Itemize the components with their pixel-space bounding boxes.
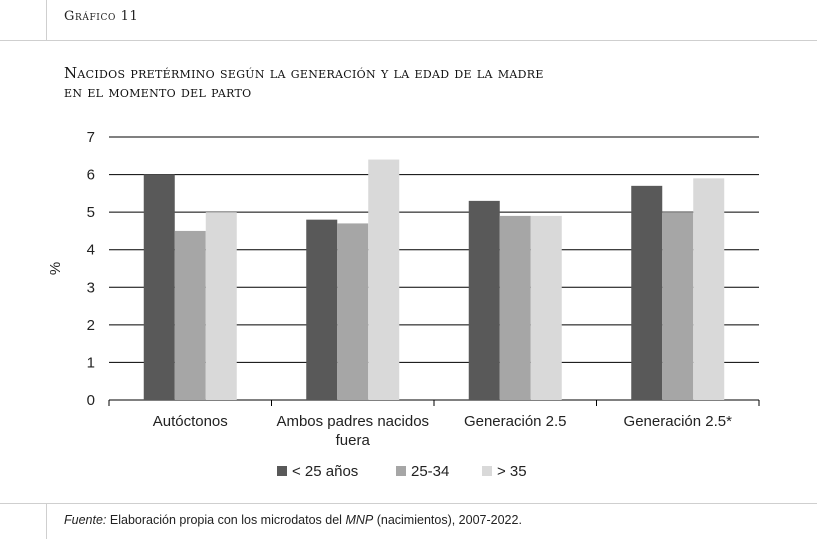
chart-title-line-2: en el momento del parto (64, 83, 252, 101)
y-axis-label: % (47, 262, 64, 275)
bar (306, 219, 338, 400)
bar (468, 200, 500, 400)
bar (368, 159, 400, 400)
y-tick-label: 0 (87, 392, 95, 409)
y-tick-label: 2 (87, 317, 95, 334)
source-text-2: (nacimientos), 2007-2022. (376, 513, 522, 527)
category-label: Generación 2.5 (464, 413, 567, 430)
category-label: Generación 2.5* (624, 413, 733, 430)
category-label: Autóctonos (153, 413, 228, 430)
bar (143, 174, 175, 400)
bar (693, 178, 725, 400)
bar (205, 212, 237, 400)
source-note: Fuente: Elaboración propia con los micro… (64, 513, 522, 527)
chart-title-line-1: Nacidos pretérmino según la generación y… (64, 64, 544, 82)
category-label: fuera (336, 432, 371, 449)
legend-label: > 35 (497, 463, 527, 480)
y-tick-label: 6 (87, 167, 95, 184)
category-label: Ambos padres nacidos (276, 413, 429, 430)
bottom-divider (0, 503, 817, 504)
bar (499, 215, 531, 400)
bar (631, 185, 663, 400)
legend-label: < 25 años (292, 463, 358, 480)
bar (174, 230, 206, 400)
figure-label: Gráfico 11 (64, 9, 139, 24)
bar (662, 212, 694, 400)
source-dataset: MNP (345, 513, 374, 527)
y-tick-label: 5 (87, 204, 95, 221)
legend-swatch (396, 466, 406, 476)
bottom-divider-vertical (46, 503, 47, 539)
source-label: Fuente: (64, 513, 107, 527)
chart-title: Nacidos pretérmino según la generación y… (64, 64, 764, 102)
legend-swatch (277, 466, 287, 476)
y-tick-label: 3 (87, 279, 95, 296)
legend-label: 25-34 (411, 463, 449, 480)
y-tick-label: 7 (87, 129, 95, 146)
y-tick-label: 4 (87, 242, 95, 259)
bar (530, 215, 562, 400)
legend-swatch (482, 466, 492, 476)
top-divider (0, 40, 817, 41)
bar (337, 223, 369, 400)
top-divider-vertical (46, 0, 47, 40)
y-tick-label: 1 (87, 354, 95, 371)
source-text-1: Elaboración propia con los microdatos de… (109, 513, 342, 527)
